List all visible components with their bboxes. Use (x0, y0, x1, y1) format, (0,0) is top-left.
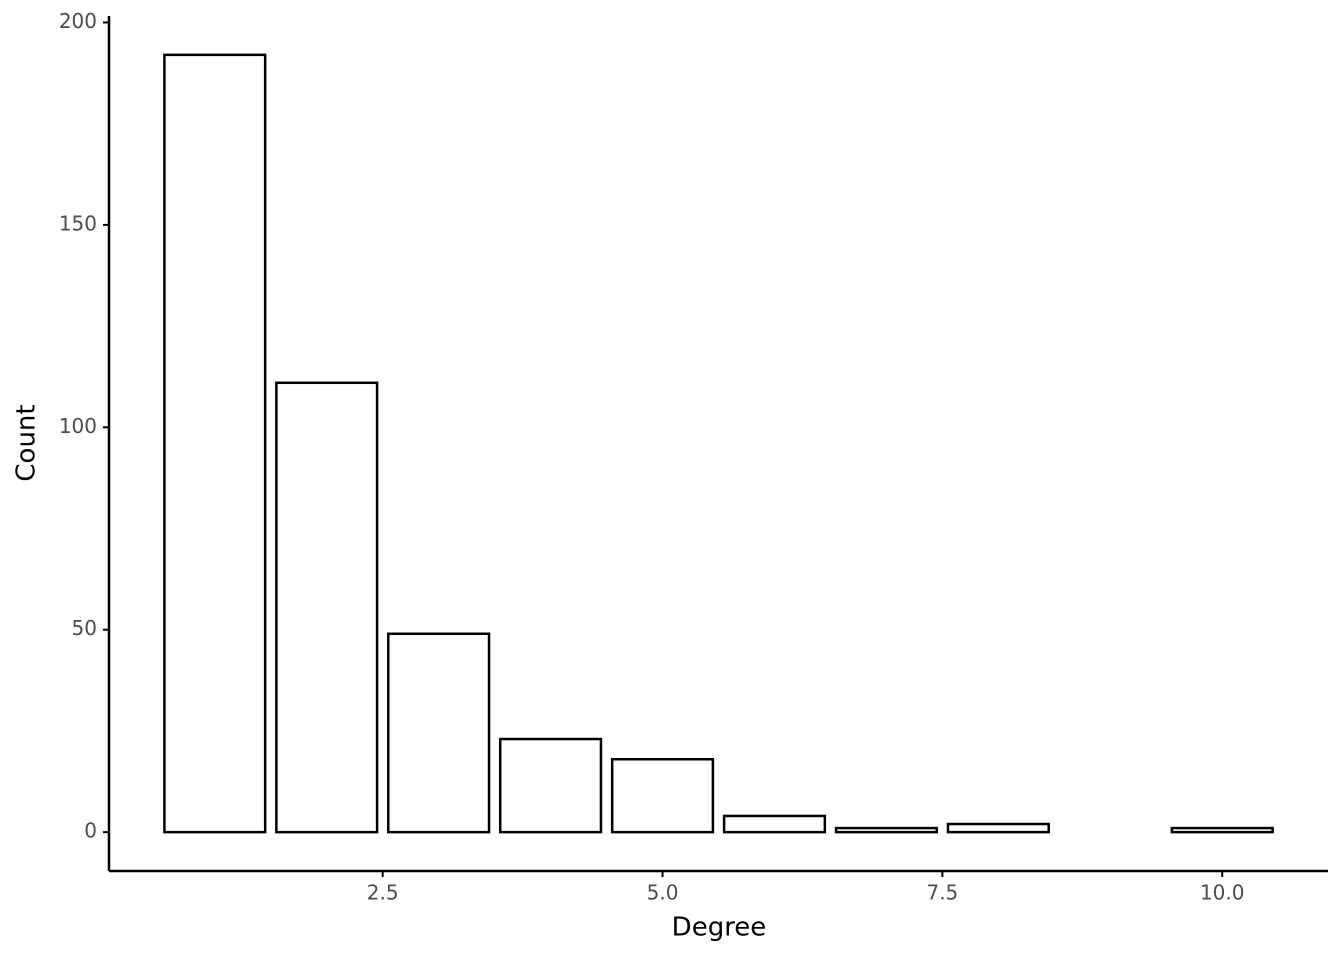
bar (610, 758, 715, 834)
bar (1170, 826, 1274, 834)
y-axis-title: Count (12, 404, 42, 481)
bar (163, 53, 267, 834)
bar (275, 381, 379, 834)
x-tick-label: 2.5 (367, 881, 399, 905)
x-tick-label: 10.0 (1200, 881, 1245, 905)
bar (722, 814, 827, 834)
x-tick-label: 7.5 (926, 881, 958, 905)
x-axis-title: Degree (672, 913, 767, 943)
y-tick-label: 50 (72, 616, 97, 640)
y-tick-label: 100 (59, 414, 97, 438)
y-tick-label: 0 (84, 819, 97, 843)
bar (498, 737, 603, 834)
y-tick-label: 200 (59, 9, 97, 33)
bar (946, 822, 1050, 834)
bar (834, 826, 939, 834)
y-tick-label: 150 (59, 211, 97, 235)
bar (387, 632, 491, 834)
x-tick-label: 5.0 (647, 881, 679, 905)
